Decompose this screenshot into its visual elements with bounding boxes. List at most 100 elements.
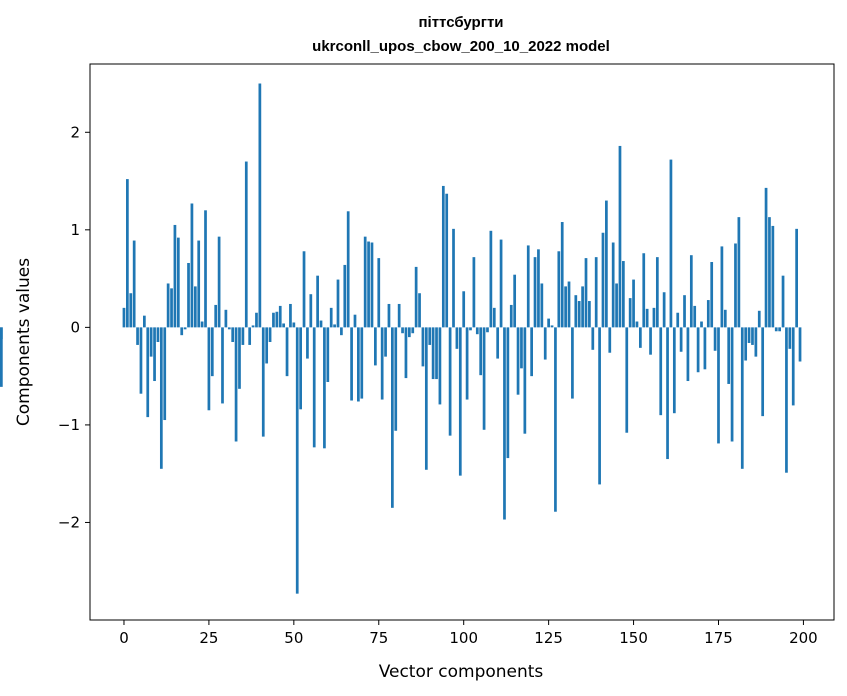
bar-138 <box>591 327 595 350</box>
bar-145 <box>615 283 618 328</box>
bar-97 <box>452 228 455 328</box>
bar-164 <box>679 327 683 352</box>
bar-161 <box>669 159 673 328</box>
bar-77 <box>384 327 387 357</box>
bar-123 <box>540 283 544 328</box>
bar-59 <box>323 327 326 449</box>
bar-189 <box>764 187 768 328</box>
bar-168 <box>693 305 697 328</box>
bar-188 <box>761 327 765 417</box>
bar-174 <box>713 327 717 351</box>
chart-title-line-2: ukrconll_upos_cbow_200_10_2022 model <box>312 38 610 55</box>
x-tick-label: 50 <box>284 629 303 647</box>
bar-78 <box>387 303 391 328</box>
bar-63 <box>336 279 340 328</box>
bar-102 <box>469 327 472 331</box>
bar-103 <box>472 257 476 328</box>
bar-91 <box>431 327 435 380</box>
bar-192 <box>774 327 778 332</box>
bar-165 <box>683 295 686 328</box>
bar-37 <box>248 327 252 345</box>
bar-159 <box>662 292 666 328</box>
bar-162 <box>672 327 676 414</box>
bar-167 <box>689 255 693 328</box>
bar-6 <box>143 315 146 328</box>
bar-150 <box>632 279 635 328</box>
bar-96 <box>448 327 452 436</box>
bar-38 <box>251 325 255 328</box>
bar-86 <box>414 266 418 328</box>
bar-105 <box>479 327 483 376</box>
bar-32 <box>231 327 235 342</box>
bar-56 <box>312 327 316 448</box>
bar-92 <box>435 327 438 380</box>
bar-118 <box>523 327 527 434</box>
bar-17 <box>180 327 184 336</box>
x-tick-label: 150 <box>619 629 648 647</box>
x-tick-label: 100 <box>449 629 478 647</box>
bar-147 <box>622 261 625 328</box>
bar-186 <box>754 327 758 357</box>
bar-127 <box>554 327 557 512</box>
bar-152 <box>639 327 642 348</box>
bar-22 <box>197 240 201 328</box>
bar-160 <box>666 327 669 460</box>
y-axis-ticks: −2 −1 0 1 2 <box>58 123 90 531</box>
bar-113 <box>506 327 510 459</box>
bar-54 <box>306 327 309 359</box>
bar-33 <box>234 327 238 442</box>
bar-25 <box>207 327 211 411</box>
bar-39 <box>255 312 258 328</box>
bar-156 <box>652 307 656 328</box>
x-tick-label: 25 <box>199 629 218 647</box>
bar-120 <box>530 327 533 377</box>
bar-13 <box>166 283 170 328</box>
bar-107 <box>486 327 489 333</box>
bar-84 <box>407 327 411 338</box>
bar-184 <box>747 327 751 343</box>
bar-8 <box>149 327 153 357</box>
y-tick-label: 2 <box>70 123 80 141</box>
bar-94 <box>441 185 445 328</box>
y-tick-label: −2 <box>58 513 80 531</box>
bar-35 <box>241 327 245 345</box>
bar-140 <box>598 327 601 485</box>
bar-183 <box>744 327 748 361</box>
x-axis-ticks: 0 25 50 75 100 125 150 175 200 <box>119 620 818 647</box>
bar-83 <box>404 327 408 379</box>
bar-143 <box>608 327 612 353</box>
bar-198 <box>795 228 798 328</box>
bar-104 <box>475 327 479 335</box>
bar-197 <box>791 327 795 406</box>
bar-71 <box>363 236 367 328</box>
bar-109 <box>492 307 496 328</box>
bar-141 <box>601 232 605 328</box>
bar-42 <box>265 327 269 364</box>
bar-119 <box>526 245 530 328</box>
bar-47 <box>282 323 285 328</box>
bar-62 <box>333 324 336 328</box>
bar-130 <box>564 286 567 328</box>
bar-185 <box>751 327 754 345</box>
bar-194 <box>781 275 785 328</box>
bar-14 <box>170 288 173 328</box>
bar-187 <box>757 310 761 328</box>
bar-30 <box>224 309 228 328</box>
bar-20 <box>190 203 194 328</box>
bar-115 <box>513 274 517 328</box>
bar-177 <box>723 309 727 328</box>
bar-36 <box>244 161 248 328</box>
bar-11 <box>159 327 163 469</box>
bar-7 <box>146 327 150 418</box>
bar-58 <box>319 320 323 328</box>
plot-frame <box>89 63 835 621</box>
bar-110 <box>496 327 500 359</box>
bar-125 <box>547 318 550 328</box>
bar-50 <box>292 322 296 328</box>
bar-180 <box>734 243 737 328</box>
bar-79 <box>391 327 394 508</box>
bar-0 <box>122 307 126 328</box>
bar-158 <box>659 327 663 416</box>
bar-43 <box>268 327 272 342</box>
